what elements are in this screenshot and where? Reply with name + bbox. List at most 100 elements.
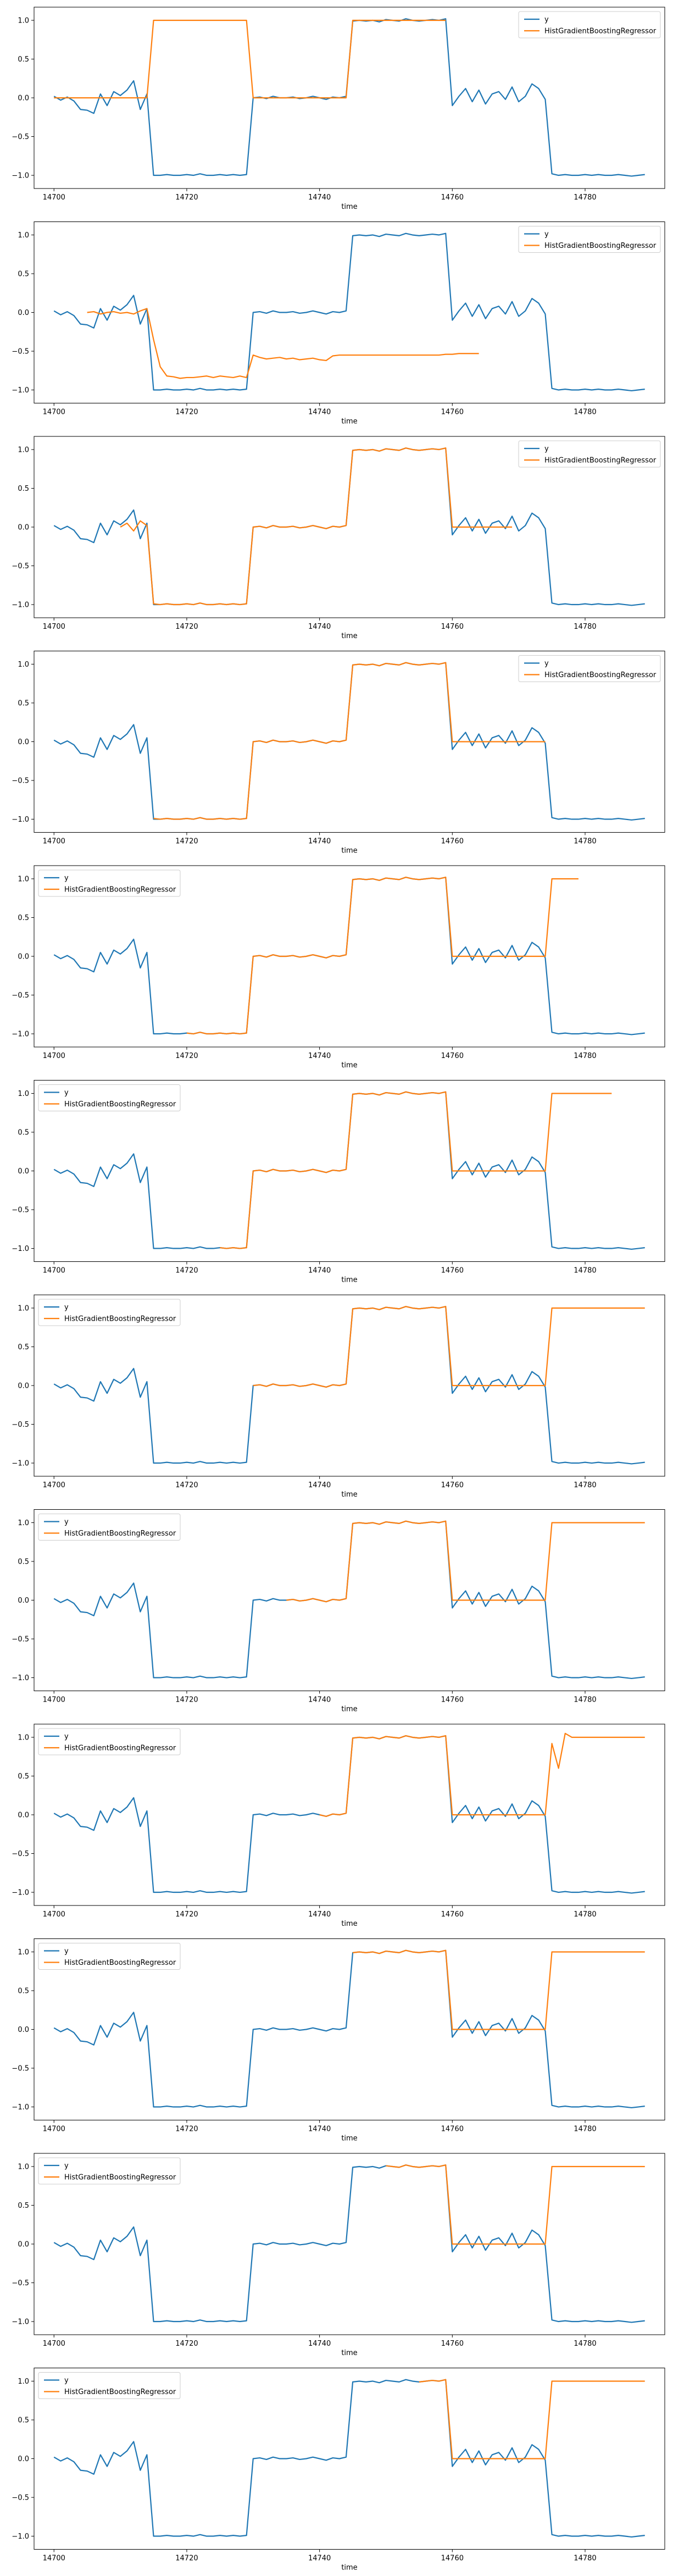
legend-box xyxy=(518,440,661,468)
x-axis-label: time xyxy=(341,1705,357,1714)
y-tick-label: 1.0 xyxy=(18,875,29,883)
legend-box xyxy=(38,1514,181,1541)
y-tick-label: −1.0 xyxy=(12,386,29,395)
x-tick-label: 14760 xyxy=(441,2340,464,2348)
x-axis-label: time xyxy=(341,2135,357,2143)
x-tick-label: 14720 xyxy=(175,1481,198,1489)
y-tick-label: −0.5 xyxy=(12,777,29,785)
x-tick-label: 14700 xyxy=(43,2340,65,2348)
legend-label: y xyxy=(64,1304,69,1312)
series-line-prediction xyxy=(286,1520,645,1603)
x-tick-label: 14740 xyxy=(308,193,331,202)
series-line-prediction xyxy=(87,308,479,379)
legend-label: HistGradientBoostingRegressor xyxy=(64,2174,176,2182)
subplot-6: 14700 14720 14740 14760 14780 −1.0 −0.5 0.0 0.5 1… xyxy=(12,1080,665,1284)
legend: y HistGradientBoostingRegressor xyxy=(38,1728,181,1755)
y-tick-label: 0.5 xyxy=(18,2416,29,2424)
legend-label: HistGradientBoostingRegressor xyxy=(64,1959,176,1967)
legend: y HistGradientBoostingRegressor xyxy=(38,1084,181,1111)
y-tick-label: −0.5 xyxy=(12,1636,29,1644)
y-tick-label: −1.0 xyxy=(12,1460,29,1468)
y-tick-label: 0.5 xyxy=(18,914,29,922)
x-tick-label: 14780 xyxy=(574,1481,596,1489)
x-tick-label: 14700 xyxy=(43,408,65,417)
subplot-12: 14700 14720 14740 14760 14780 −1.0 −0.5 0.0 0.5 1… xyxy=(12,2368,665,2572)
legend-box xyxy=(38,869,181,897)
x-tick-label: 14760 xyxy=(441,2125,464,2134)
y-tick-label: 1.0 xyxy=(18,661,29,669)
x-axis-label: time xyxy=(341,1276,357,1284)
y-tick-label: 0.0 xyxy=(18,524,29,532)
y-tick-label: 0.0 xyxy=(18,953,29,961)
x-tick-label: 14780 xyxy=(574,623,596,631)
y-tick-label: 0.5 xyxy=(18,270,29,278)
legend-label: y xyxy=(544,230,549,239)
legend-label: HistGradientBoostingRegressor xyxy=(64,1530,176,1538)
x-tick-label: 14700 xyxy=(43,1267,65,1275)
series-line-prediction xyxy=(419,2379,645,2459)
y-tick-label: 0.5 xyxy=(18,1772,29,1781)
legend: y HistGradientBoostingRegressor xyxy=(38,2372,181,2399)
x-tick-label: 14760 xyxy=(441,2555,464,2563)
y-tick-label: 1.0 xyxy=(18,1519,29,1527)
y-tick-label: −1.0 xyxy=(12,2318,29,2326)
x-tick-label: 14760 xyxy=(441,1696,464,1704)
x-tick-label: 14780 xyxy=(574,1052,596,1060)
y-tick-label: −0.5 xyxy=(12,2065,29,2073)
x-tick-label: 14700 xyxy=(43,193,65,202)
legend-label: HistGradientBoostingRegressor xyxy=(64,1315,176,1323)
x-axis-label: time xyxy=(341,2349,357,2357)
subplot-2: 14700 14720 14740 14760 14780 −1.0 −0.5 0.0 0.5 1… xyxy=(12,221,665,426)
x-tick-label: 14780 xyxy=(574,1267,596,1275)
legend-label: y xyxy=(64,2376,69,2385)
x-tick-label: 14740 xyxy=(308,623,331,631)
x-tick-label: 14780 xyxy=(574,193,596,202)
subplot-11: 14700 14720 14740 14760 14780 −1.0 −0.5 0.0 0.5 1… xyxy=(12,2153,665,2357)
x-axis-label: time xyxy=(341,1061,357,1070)
legend-label: HistGradientBoostingRegressor xyxy=(544,242,657,250)
x-axis-label: time xyxy=(341,632,357,640)
x-tick-label: 14740 xyxy=(308,838,331,846)
x-tick-label: 14760 xyxy=(441,623,464,631)
series-line-prediction xyxy=(220,1091,612,1249)
y-tick-label: −1.0 xyxy=(12,816,29,824)
y-tick-label: 0.0 xyxy=(18,738,29,746)
subplot-3: 14700 14720 14740 14760 14780 −1.0 −0.5 0.0 0.5 1… xyxy=(12,436,665,640)
series-line-prediction xyxy=(120,447,513,606)
x-tick-label: 14760 xyxy=(441,193,464,202)
x-tick-label: 14740 xyxy=(308,408,331,417)
legend-label: y xyxy=(64,1089,69,1097)
y-tick-label: 1.0 xyxy=(18,2163,29,2171)
legend: y HistGradientBoostingRegressor xyxy=(518,440,661,468)
x-tick-label: 14780 xyxy=(574,2125,596,2134)
y-tick-label: −1.0 xyxy=(12,1889,29,1897)
y-tick-label: 0.5 xyxy=(18,699,29,707)
y-tick-label: −1.0 xyxy=(12,2103,29,2112)
x-tick-label: 14720 xyxy=(175,2555,198,2563)
y-tick-label: 0.0 xyxy=(18,1167,29,1176)
x-tick-label: 14780 xyxy=(574,838,596,846)
legend-box xyxy=(38,1943,181,1970)
x-tick-label: 14760 xyxy=(441,838,464,846)
legend-label: HistGradientBoostingRegressor xyxy=(64,1744,176,1753)
legend-label: y xyxy=(64,874,69,883)
legend: y HistGradientBoostingRegressor xyxy=(518,226,661,253)
y-tick-label: 1.0 xyxy=(18,1733,29,1742)
x-tick-label: 14740 xyxy=(308,2340,331,2348)
legend-box xyxy=(38,2372,181,2399)
x-axis-label: time xyxy=(341,1491,357,1499)
y-tick-label: −0.5 xyxy=(12,1206,29,1215)
series-line-y xyxy=(53,1949,645,2109)
x-tick-label: 14720 xyxy=(175,193,198,202)
legend: y HistGradientBoostingRegressor xyxy=(38,1514,181,1541)
subplot-4: 14700 14720 14740 14760 14780 −1.0 −0.5 0.0 0.5 1… xyxy=(12,651,665,855)
y-tick-label: −1.0 xyxy=(12,601,29,610)
subplot-9: 14700 14720 14740 14760 14780 −1.0 −0.5 0.0 0.5 1… xyxy=(12,1724,665,1928)
y-tick-label: 0.5 xyxy=(18,485,29,493)
x-tick-label: 14720 xyxy=(175,1910,198,1919)
x-tick-label: 14700 xyxy=(43,1052,65,1060)
x-tick-label: 14740 xyxy=(308,1267,331,1275)
y-tick-label: −0.5 xyxy=(12,2279,29,2287)
legend-box xyxy=(518,655,661,682)
x-tick-label: 14700 xyxy=(43,2125,65,2134)
